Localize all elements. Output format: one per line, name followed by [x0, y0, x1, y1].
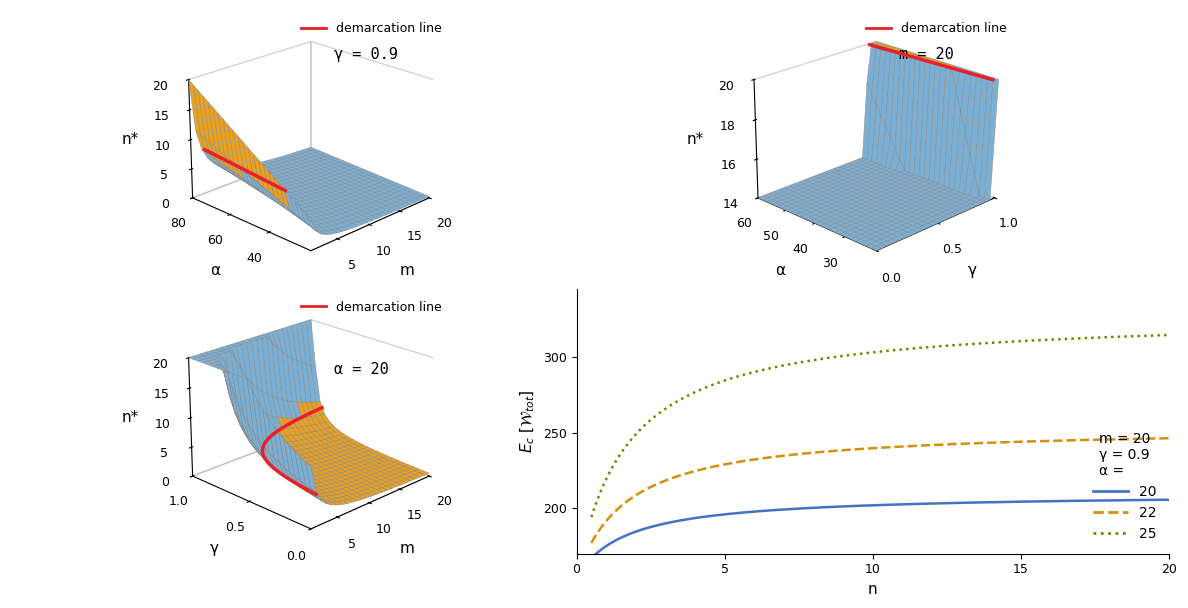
Y-axis label: $E_c\ [\mathcal{W}_{tot}]$: $E_c\ [\mathcal{W}_{tot}]$ [519, 390, 537, 454]
X-axis label: m: m [399, 263, 415, 278]
Y-axis label: α: α [209, 263, 220, 278]
Legend: 20, 22, 25: 20, 22, 25 [1087, 426, 1162, 547]
Text: γ = 0.9: γ = 0.9 [334, 47, 398, 61]
Y-axis label: γ: γ [210, 541, 220, 556]
Legend: demarcation line: demarcation line [296, 295, 447, 319]
X-axis label: m: m [399, 541, 415, 556]
Y-axis label: α: α [775, 263, 785, 278]
Legend: demarcation line: demarcation line [861, 18, 1012, 40]
Legend: demarcation line: demarcation line [296, 18, 447, 40]
X-axis label: γ: γ [968, 263, 977, 278]
Text: m = 20: m = 20 [899, 47, 954, 61]
X-axis label: n: n [868, 582, 878, 597]
Text: α = 20: α = 20 [334, 362, 388, 377]
